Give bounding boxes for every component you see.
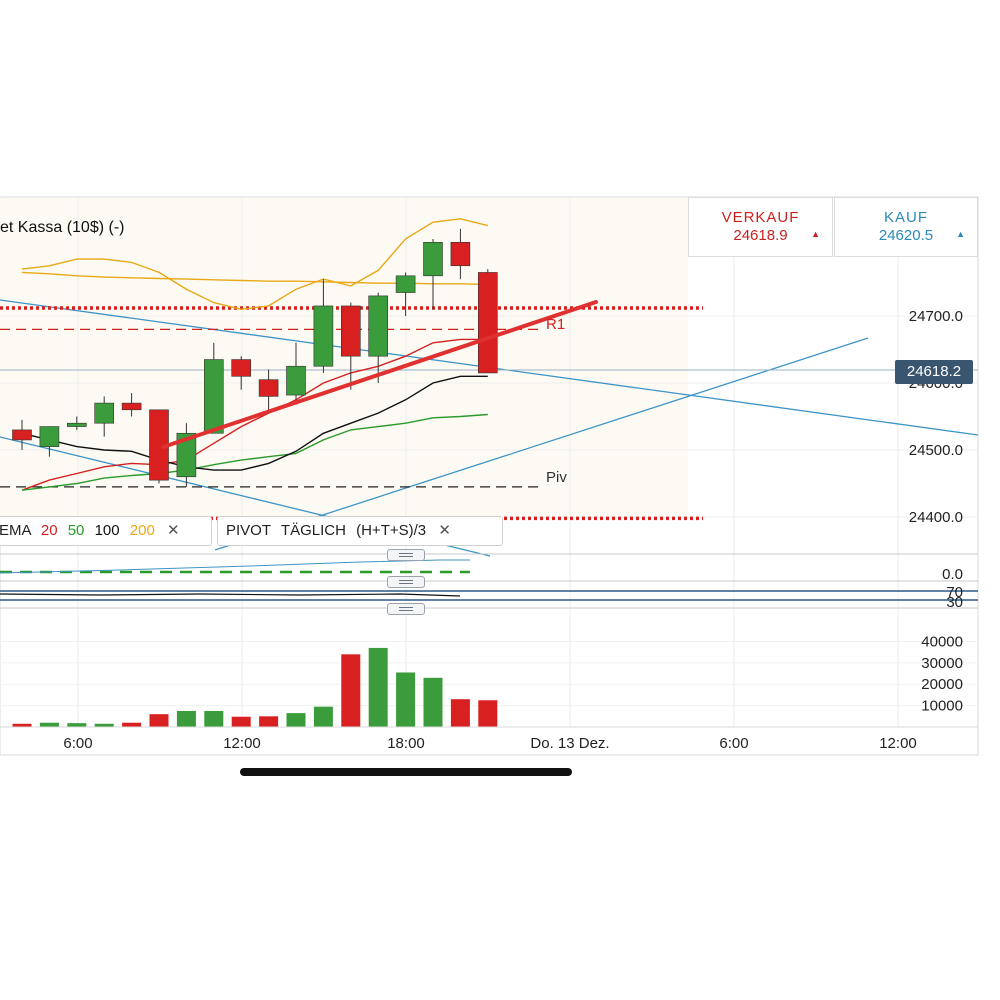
macd-zero-tick: 0.0 bbox=[942, 566, 963, 583]
ema-20-line bbox=[21, 338, 488, 491]
candle-body bbox=[12, 429, 32, 441]
volume-panel: 40000 30000 20000 10000 bbox=[0, 633, 978, 727]
volume-bar bbox=[341, 654, 361, 727]
candlestick-series bbox=[12, 228, 498, 487]
ema-period-100: 100 bbox=[94, 522, 120, 539]
ema-50-line bbox=[21, 413, 488, 491]
ema-period-200: 200 bbox=[129, 522, 155, 539]
candle-body bbox=[423, 242, 443, 277]
ema-100-line bbox=[21, 375, 488, 471]
macd-panel bbox=[0, 559, 470, 574]
pivot-label: Piv bbox=[546, 469, 567, 486]
rsi-line bbox=[0, 593, 461, 597]
volume-bar bbox=[149, 714, 169, 727]
candle-body bbox=[313, 305, 334, 367]
rsi-tick-30: 30 bbox=[946, 594, 963, 611]
close-icon[interactable]: ✕ bbox=[438, 522, 451, 539]
time-tick-label: 12:00 bbox=[879, 735, 917, 752]
candle-body bbox=[176, 432, 197, 478]
volume-bar bbox=[12, 723, 32, 727]
pivot-label-text: PIVOT bbox=[226, 522, 271, 539]
rsi-panel bbox=[0, 590, 978, 601]
time-tick-label: Do. 13 Dez. bbox=[530, 735, 609, 752]
volume-tick-label: 40000 bbox=[921, 633, 963, 650]
sell-label: VERKAUF bbox=[721, 209, 800, 226]
pivot-legend[interactable]: PIVOT TÄGLICH (H+T+S)/3 ✕ bbox=[217, 516, 503, 546]
volume-bar bbox=[259, 716, 279, 727]
volume-bar bbox=[204, 710, 224, 727]
candle-body bbox=[368, 295, 389, 357]
candle-body bbox=[121, 402, 142, 411]
candle-body bbox=[39, 426, 60, 447]
volume-bar bbox=[39, 722, 59, 727]
volume-bar bbox=[368, 647, 388, 727]
ema-200-line bbox=[21, 218, 488, 311]
candle-body bbox=[477, 272, 498, 374]
candle-body bbox=[395, 275, 416, 293]
macd-signal-line bbox=[0, 559, 470, 574]
buy-price: 24620.5 bbox=[878, 227, 934, 244]
triangle-up-icon: ▲ bbox=[811, 229, 820, 239]
pivot-lines bbox=[0, 306, 703, 521]
volume-bar bbox=[423, 677, 443, 727]
candle-body bbox=[231, 359, 251, 377]
pivot-mode: TÄGLICH bbox=[280, 522, 346, 539]
time-tick-label: 18:00 bbox=[387, 735, 425, 752]
volume-tick-label: 20000 bbox=[921, 676, 963, 693]
ema-legend[interactable]: EMA 20 50 100 200 ✕ bbox=[0, 516, 212, 546]
trendline-ascending bbox=[214, 337, 869, 551]
candle-body bbox=[94, 402, 114, 424]
ema-period-50: 50 bbox=[67, 522, 85, 539]
candle-body bbox=[258, 379, 279, 397]
time-tick-label: 12:00 bbox=[223, 735, 261, 752]
candle-body bbox=[340, 305, 361, 357]
time-tick-label: 6:00 bbox=[63, 735, 92, 752]
time-axis: 6:00 12:00 18:00 Do. 13 Dez. 6:00 12:00 bbox=[63, 735, 916, 752]
volume-bar bbox=[313, 706, 333, 727]
r1-label: R1 bbox=[546, 316, 565, 333]
volume-bar bbox=[450, 699, 470, 727]
volume-tick-label: 10000 bbox=[921, 698, 963, 715]
panel-resize-handle[interactable] bbox=[387, 576, 425, 588]
close-icon[interactable]: ✕ bbox=[166, 522, 180, 539]
ema-period-20: 20 bbox=[40, 522, 58, 539]
sell-button[interactable]: VERKAUF 24618.9 ▲ bbox=[688, 197, 833, 257]
drawn-trendline bbox=[161, 300, 598, 449]
volume-bar bbox=[478, 700, 498, 727]
panel-resize-handle[interactable] bbox=[387, 549, 425, 561]
candle-body bbox=[204, 359, 224, 434]
volume-tick-label: 30000 bbox=[921, 655, 963, 672]
volume-bar bbox=[231, 716, 251, 727]
panel-resize-handle[interactable] bbox=[387, 603, 425, 615]
rsi-tick-70: 70 bbox=[946, 584, 963, 601]
sell-price: 24618.9 bbox=[733, 227, 788, 244]
volume-bar bbox=[94, 723, 114, 727]
buy-label: KAUF bbox=[883, 209, 928, 226]
price-tick-label: 24700.0 bbox=[909, 308, 963, 325]
volume-bar bbox=[396, 672, 416, 727]
user-trendline[interactable] bbox=[161, 300, 598, 449]
candle-body bbox=[67, 422, 87, 427]
volume-bar bbox=[122, 722, 142, 727]
volume-bar bbox=[286, 713, 306, 727]
current-price-tag: 24618.2 bbox=[895, 360, 973, 384]
home-indicator[interactable] bbox=[240, 768, 572, 776]
volume-bar bbox=[176, 710, 196, 727]
ema-label: EMA bbox=[0, 522, 31, 539]
time-tick-label: 6:00 bbox=[719, 735, 748, 752]
instrument-title: et Kassa (10$) (-) bbox=[0, 219, 125, 236]
price-tick-label: 24500.0 bbox=[909, 442, 963, 459]
buy-button[interactable]: KAUF 24620.5 ▲ bbox=[834, 197, 978, 257]
pivot-formula: (H+T+S)/3 bbox=[356, 522, 427, 539]
volume-bar bbox=[67, 723, 87, 727]
price-tick-label: 24400.0 bbox=[909, 509, 963, 526]
candle-body bbox=[286, 365, 306, 396]
price-panel-bg bbox=[0, 198, 688, 516]
triangle-up-icon: ▲ bbox=[956, 229, 965, 239]
candle-body bbox=[450, 242, 471, 267]
